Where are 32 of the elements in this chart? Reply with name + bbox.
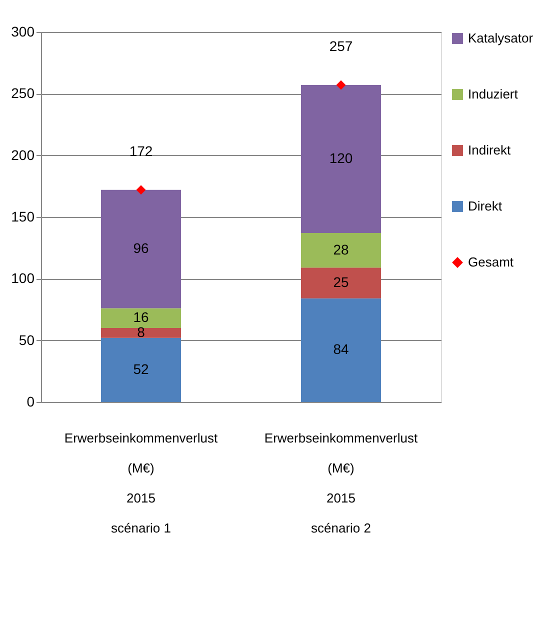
bar (101, 338, 181, 402)
legend-label: Gesamt (468, 254, 514, 270)
x-tick-label: Erwerbseinkommenverlust (M€) 2015 scénario 1 (64, 430, 218, 536)
bar (301, 298, 381, 402)
bar (101, 190, 181, 308)
y-tick-label: 250 (11, 85, 35, 102)
bar (101, 308, 181, 328)
y-tick-label: 0 (26, 394, 35, 410)
bar (101, 328, 181, 338)
data-label: 16 (133, 309, 149, 326)
y-tick-label: 100 (11, 270, 35, 286)
data-label: 25 (333, 274, 349, 290)
legend-label: Indirekt (468, 142, 512, 158)
data-label: 257 (329, 38, 353, 54)
data-label: 120 (329, 150, 353, 166)
data-label: 52 (133, 360, 149, 377)
x-tick-label: Erwerbseinkommenverlust (M€) 2015 scénario 2 (264, 430, 418, 536)
data-label: 84 (333, 341, 349, 358)
bar (301, 268, 381, 298)
y-tick-label: 50 (18, 332, 35, 348)
y-tick-label: 200 (11, 146, 35, 163)
bar (301, 233, 381, 268)
data-label: 8 (137, 324, 146, 340)
bar (301, 85, 381, 234)
y-tick-label: 150 (11, 208, 35, 224)
data-label: 28 (333, 241, 349, 258)
data-label: 172 (129, 142, 153, 159)
data-label: 96 (133, 240, 149, 256)
legend-label: Katalysator (468, 30, 534, 46)
y-tick-label: 300 (11, 24, 35, 40)
legend-label: Direkt (468, 198, 502, 214)
legend-label: Induziert (468, 86, 518, 102)
